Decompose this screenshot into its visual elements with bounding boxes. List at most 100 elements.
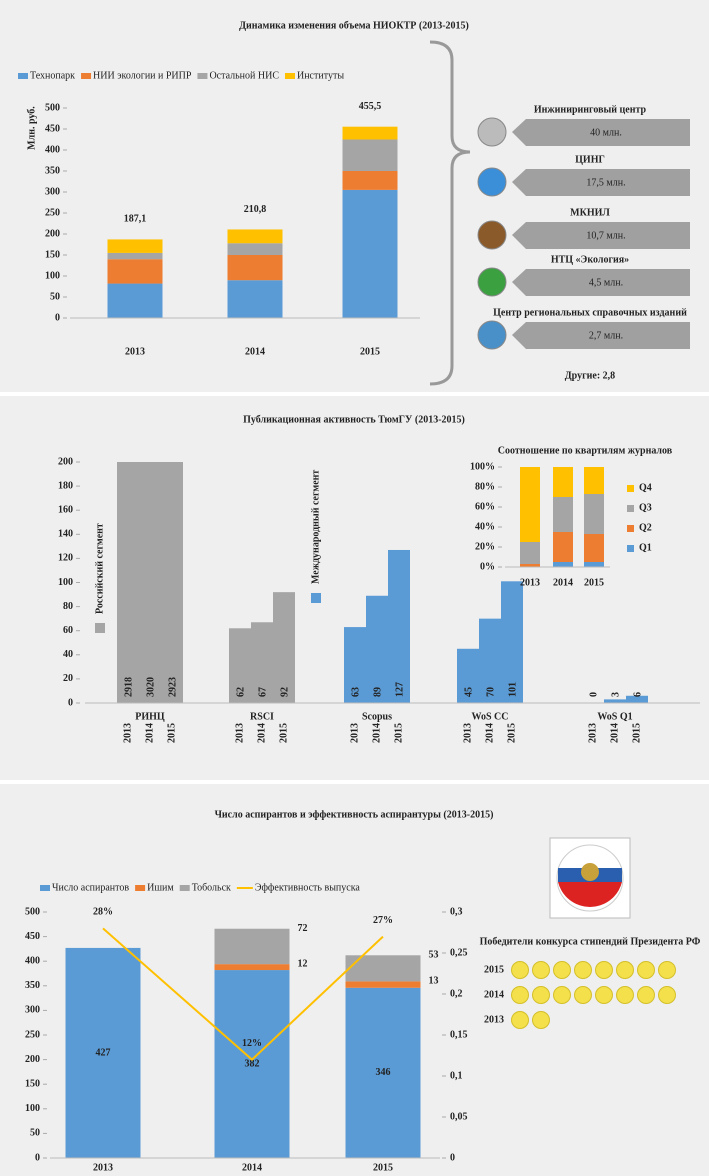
bar-segment	[584, 534, 604, 562]
y-tick-label: 350	[45, 165, 60, 176]
y-tick-label: 250	[25, 1029, 40, 1040]
bar-segment	[228, 280, 283, 318]
legend-swatch	[81, 73, 91, 79]
callout-label: Центр региональных справочных изданий	[493, 307, 687, 318]
total-label: 210,8	[244, 204, 267, 215]
callout-value: 40 млн.	[590, 127, 622, 138]
legend-swatch	[311, 593, 321, 603]
data-label: 2923	[167, 677, 178, 697]
year-label: 2014	[484, 723, 495, 743]
legend-label: Российский сегмент	[94, 523, 105, 614]
y-tick-label: 150	[45, 249, 60, 260]
smiley	[533, 987, 550, 1004]
y-tick-label: 0,15	[450, 1029, 468, 1040]
row-label: 2014	[484, 989, 504, 1000]
chart-title: Соотношение по квартилям журналов	[498, 445, 673, 456]
legend-label: Q2	[639, 522, 652, 533]
bar-segment	[108, 259, 163, 283]
legend-swatch	[180, 885, 190, 891]
x-tick-label: РИНЦ	[135, 711, 165, 722]
callout-label: МКНИЛ	[570, 207, 610, 218]
callout-value: 4,5 млн.	[589, 277, 623, 288]
callout-label: ЦИНГ	[575, 154, 605, 165]
x-tick-label: 2014	[553, 577, 573, 588]
data-label: 12	[298, 958, 308, 969]
legend-label: Институты	[297, 70, 344, 81]
x-tick-label: 2015	[373, 1162, 393, 1173]
smiley	[533, 962, 550, 979]
callout-other: Другие: 2,8	[565, 370, 615, 381]
y-tick-label: 60	[63, 625, 73, 636]
legend-label: Тобольск	[192, 882, 231, 893]
year-label: 2015	[278, 723, 289, 743]
y-tick-label: 60%	[475, 501, 495, 512]
callout-value: 10,7 млн.	[586, 230, 625, 241]
callout-label: НТЦ «Экология»	[551, 254, 629, 265]
bar-segment	[584, 467, 604, 494]
flag-icon	[550, 838, 630, 918]
y-tick-label: 40%	[475, 521, 495, 532]
y-tick-label: 250	[45, 207, 60, 218]
year-label: 2014	[256, 723, 267, 743]
y-tick-label: 150	[25, 1078, 40, 1089]
legend-swatch	[285, 73, 295, 79]
data-label: 53	[429, 950, 439, 961]
legend-label: НИИ экологии и РИПР	[93, 70, 192, 81]
smiley	[596, 987, 613, 1004]
y-tick-label: 0%	[480, 561, 495, 572]
legend-label: Q1	[639, 542, 652, 553]
y-tick-label: 450	[25, 931, 40, 942]
x-tick-label: 2013	[125, 346, 145, 357]
data-label: 67	[257, 687, 268, 697]
data-label: 6	[632, 692, 643, 697]
data-label: 3	[610, 692, 621, 697]
y-tick-label: 160	[58, 504, 73, 515]
y-tick-label: 180	[58, 480, 73, 491]
year-label: 2014	[144, 723, 155, 743]
y-tick-label: 100	[45, 270, 60, 281]
bar-segment	[520, 542, 540, 564]
chart-title: Динамика изменения объема НИОКТР (2013-2…	[239, 20, 469, 31]
callout-icon	[478, 221, 506, 249]
y-tick-label: 0,1	[450, 1070, 463, 1081]
y-tick-label: 350	[25, 980, 40, 991]
y-tick-label: 50	[50, 291, 60, 302]
chart-title: Победители конкурса стипендий Президента…	[480, 936, 701, 947]
y-tick-label: 0,25	[450, 947, 468, 958]
y-tick-label: 20	[63, 673, 73, 684]
data-label: 12%	[242, 1038, 262, 1049]
smiley	[554, 987, 571, 1004]
y-tick-label: 0	[55, 312, 60, 323]
data-label: 62	[235, 687, 246, 697]
legend-label: Ишим	[147, 882, 174, 893]
bar	[366, 596, 388, 703]
y-tick-label: 200	[58, 456, 73, 467]
year-label: 2013	[587, 723, 598, 743]
smiley	[554, 962, 571, 979]
x-tick-label: 2015	[584, 577, 604, 588]
smiley	[512, 987, 529, 1004]
year-label: 2015	[631, 723, 642, 743]
legend-swatch	[627, 545, 634, 552]
total-label: 455,5	[359, 101, 382, 112]
data-label: 45	[463, 687, 474, 697]
smiley	[533, 1012, 550, 1029]
data-label: 427	[96, 1047, 111, 1058]
bar-segment	[553, 497, 573, 532]
data-label: 13	[429, 976, 439, 987]
data-label: 92	[279, 687, 290, 697]
data-label: 89	[372, 687, 383, 697]
year-label: 2014	[371, 723, 382, 743]
bar-segment	[520, 467, 540, 542]
bar-segment	[108, 253, 163, 259]
y-tick-label: 200	[45, 228, 60, 239]
x-tick-label: 2015	[360, 346, 380, 357]
bar-segment	[553, 562, 573, 567]
y-tick-label: 0	[450, 1152, 455, 1163]
bar-segment	[343, 171, 398, 190]
y-tick-label: 500	[45, 102, 60, 113]
y-tick-label: 300	[45, 186, 60, 197]
y-tick-label: 100	[58, 577, 73, 588]
smiley	[638, 987, 655, 1004]
bar-segment	[343, 190, 398, 318]
